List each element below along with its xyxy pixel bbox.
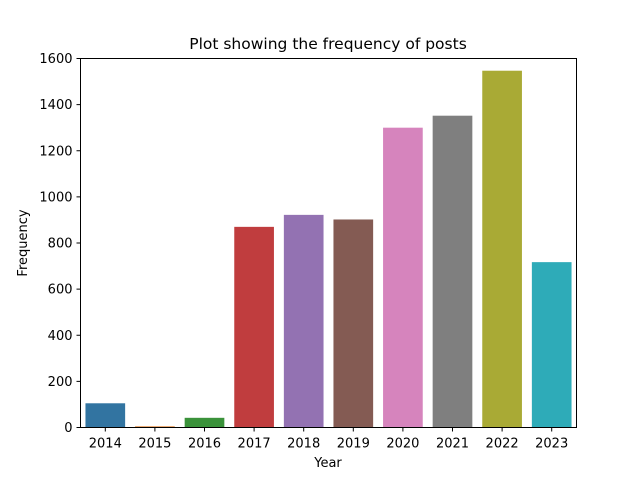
bar-2017 bbox=[234, 226, 274, 428]
chart-title: Plot showing the frequency of posts bbox=[189, 35, 467, 53]
bar-2016 bbox=[184, 417, 225, 428]
y-tick-label-800: 800 bbox=[48, 237, 73, 252]
y-tick-label-400: 400 bbox=[48, 329, 73, 344]
y-tick-label-1000: 1000 bbox=[39, 190, 72, 205]
bar-2019 bbox=[333, 219, 374, 428]
y-tick-label-1600: 1600 bbox=[39, 52, 72, 67]
y-axis-ticks: 0 200 400 600 800 1000 1200 1400 1600 bbox=[39, 52, 81, 436]
bar-2018 bbox=[283, 214, 324, 428]
x-tick-label-2020: 2020 bbox=[386, 437, 419, 452]
y-tick-label-1200: 1200 bbox=[39, 144, 72, 159]
y-axis-label: Frequency bbox=[16, 209, 31, 276]
x-tick-label-2015: 2015 bbox=[138, 437, 171, 452]
bar-2021 bbox=[432, 115, 473, 428]
x-tick-label-2022: 2022 bbox=[486, 437, 519, 452]
x-tick-label-2019: 2019 bbox=[337, 437, 370, 452]
bar-2022 bbox=[482, 70, 522, 428]
bar-2014 bbox=[85, 403, 126, 428]
x-tick-label-2017: 2017 bbox=[238, 437, 271, 452]
bar-2015 bbox=[135, 426, 175, 428]
x-tick-label-2016: 2016 bbox=[188, 437, 221, 452]
plot-frame bbox=[80, 58, 577, 428]
x-axis-label: Year bbox=[313, 456, 342, 471]
y-tick-label-0: 0 bbox=[64, 421, 72, 436]
x-tick-label-2018: 2018 bbox=[287, 437, 320, 452]
x-axis-ticks: 2014 2015 2016 2017 2018 2019 2020 2021 2022 2023 bbox=[89, 427, 568, 452]
bar-2020 bbox=[383, 127, 423, 428]
bars-group bbox=[85, 70, 572, 428]
bar-2023 bbox=[531, 262, 572, 428]
x-tick-label-2021: 2021 bbox=[436, 437, 469, 452]
x-tick-label-2014: 2014 bbox=[89, 437, 122, 452]
y-tick-label-200: 200 bbox=[48, 375, 73, 390]
x-tick-label-2023: 2023 bbox=[535, 437, 568, 452]
y-tick-label-1400: 1400 bbox=[39, 98, 72, 113]
y-tick-label-600: 600 bbox=[48, 283, 73, 298]
